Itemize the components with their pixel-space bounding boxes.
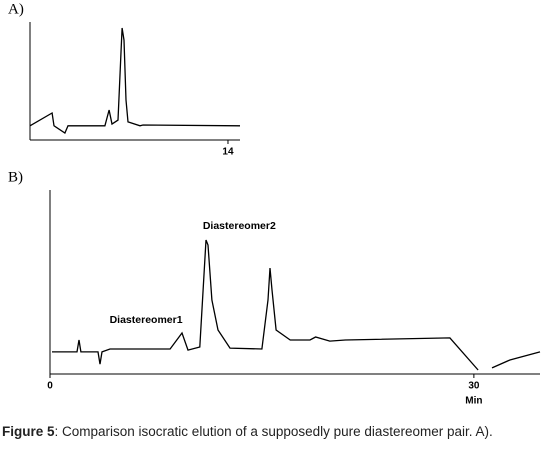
trace [52, 239, 541, 371]
x-tick-label: 0 [47, 381, 53, 392]
caption-text: : Comparison isocratic elution of a supp… [54, 424, 493, 439]
trace [29, 27, 241, 134]
x-axis-label: Min [465, 396, 482, 407]
panel-label: A) [8, 1, 24, 17]
caption-label: Figure 5 [2, 424, 55, 439]
panel-label: B) [8, 169, 23, 185]
annotation: Diastereomer2 [203, 220, 276, 232]
chart: A) 14 B) 0 30 Min Diastereomer1 Diastereomer2 [8, 1, 541, 407]
x-tick-label: 14 [222, 147, 234, 158]
caption: Figure 5: Comparison isocratic elution o… [2, 422, 542, 442]
annotation: Diastereomer1 [110, 314, 183, 326]
x-tick-label: 30 [468, 381, 480, 392]
